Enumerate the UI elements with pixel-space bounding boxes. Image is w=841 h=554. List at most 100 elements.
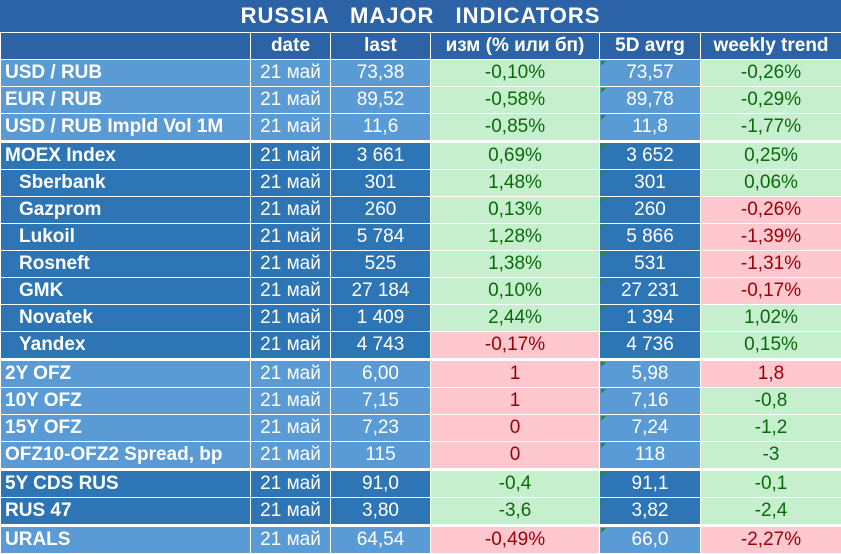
row-name: 2Y OFZ bbox=[1, 360, 251, 388]
header-weekly-trend: weekly trend bbox=[701, 33, 841, 60]
row-name: RUS 47 bbox=[1, 498, 251, 526]
row-last: 91,0 bbox=[331, 470, 431, 498]
row-weekly-trend: -1,2 bbox=[701, 415, 841, 442]
row-last: 7,23 bbox=[331, 415, 431, 442]
row-date: 21 май bbox=[251, 470, 331, 498]
row-date: 21 май bbox=[251, 442, 331, 470]
row-name: OFZ10-OFZ2 Spread, bp bbox=[1, 442, 251, 470]
row-last: 27 184 bbox=[331, 278, 431, 305]
header-row: date last изм (% или бп) 5D avrg weekly … bbox=[1, 33, 841, 60]
row-name: Yandex bbox=[1, 332, 251, 360]
row-last: 11,6 bbox=[331, 114, 431, 142]
row-change: -0,17% bbox=[431, 332, 600, 360]
row-name: URALS bbox=[1, 526, 251, 554]
row-date: 21 май bbox=[251, 60, 331, 87]
row-weekly-trend: -3 bbox=[701, 442, 841, 470]
row-5d-avg: 4 736 bbox=[600, 332, 701, 360]
row-date: 21 май bbox=[251, 332, 331, 360]
sheet-title: RUSSIA MAJOR INDICATORS bbox=[0, 0, 841, 32]
row-last: 73,38 bbox=[331, 60, 431, 87]
row-date: 21 май bbox=[251, 114, 331, 142]
row-name: MOEX Index bbox=[1, 142, 251, 170]
row-5d-avg: 91,1 bbox=[600, 470, 701, 498]
row-change: 0,69% bbox=[431, 142, 600, 170]
row-last: 6,00 bbox=[331, 360, 431, 388]
row-last: 3 661 bbox=[331, 142, 431, 170]
row-5d-avg: 66,0 bbox=[600, 526, 701, 554]
row-last: 64,54 bbox=[331, 526, 431, 554]
header-change: изм (% или бп) bbox=[431, 33, 600, 60]
row-weekly-trend: 1,02% bbox=[701, 305, 841, 332]
indicators-table: date last изм (% или бп) 5D avrg weekly … bbox=[0, 32, 841, 554]
row-name: USD / RUB bbox=[1, 60, 251, 87]
row-change: -0,10% bbox=[431, 60, 600, 87]
row-weekly-trend: -0,26% bbox=[701, 60, 841, 87]
row-weekly-trend: -2,27% bbox=[701, 526, 841, 554]
row-last: 5 784 bbox=[331, 224, 431, 251]
row-weekly-trend: -0,26% bbox=[701, 197, 841, 224]
row-date: 21 май bbox=[251, 526, 331, 554]
row-change: -3,6 bbox=[431, 498, 600, 526]
row-change: 1,38% bbox=[431, 251, 600, 278]
row-5d-avg: 531 bbox=[600, 251, 701, 278]
row-name: 10Y OFZ bbox=[1, 388, 251, 415]
row-5d-avg: 73,57 bbox=[600, 60, 701, 87]
row-change: 2,44% bbox=[431, 305, 600, 332]
row-date: 21 май bbox=[251, 251, 331, 278]
row-last: 525 bbox=[331, 251, 431, 278]
row-weekly-trend: -2,4 bbox=[701, 498, 841, 526]
row-last: 115 bbox=[331, 442, 431, 470]
header-name bbox=[1, 33, 251, 60]
row-5d-avg: 5 866 bbox=[600, 224, 701, 251]
row-name: EUR / RUB bbox=[1, 87, 251, 114]
row-5d-avg: 89,78 bbox=[600, 87, 701, 114]
row-weekly-trend: -1,31% bbox=[701, 251, 841, 278]
row-date: 21 май bbox=[251, 224, 331, 251]
row-date: 21 май bbox=[251, 170, 331, 197]
row-5d-avg: 27 231 bbox=[600, 278, 701, 305]
row-5d-avg: 7,16 bbox=[600, 388, 701, 415]
row-last: 1 409 bbox=[331, 305, 431, 332]
row-weekly-trend: 0,15% bbox=[701, 332, 841, 360]
row-date: 21 май bbox=[251, 305, 331, 332]
row-weekly-trend: -0,29% bbox=[701, 87, 841, 114]
row-last: 4 743 bbox=[331, 332, 431, 360]
row-5d-avg: 301 bbox=[600, 170, 701, 197]
row-weekly-trend: -0,17% bbox=[701, 278, 841, 305]
row-change: 1,28% bbox=[431, 224, 600, 251]
row-5d-avg: 1 394 bbox=[600, 305, 701, 332]
row-name: 5Y CDS RUS bbox=[1, 470, 251, 498]
row-change: 1 bbox=[431, 360, 600, 388]
row-5d-avg: 5,98 bbox=[600, 360, 701, 388]
row-date: 21 май bbox=[251, 360, 331, 388]
row-5d-avg: 11,8 bbox=[600, 114, 701, 142]
row-name: Rosneft bbox=[1, 251, 251, 278]
row-change: -0,49% bbox=[431, 526, 600, 554]
row-last: 3,80 bbox=[331, 498, 431, 526]
row-change: 1 bbox=[431, 388, 600, 415]
row-date: 21 май bbox=[251, 388, 331, 415]
row-name: USD / RUB Impld Vol 1M bbox=[1, 114, 251, 142]
row-change: 0 bbox=[431, 415, 600, 442]
row-last: 260 bbox=[331, 197, 431, 224]
row-name: Gazprom bbox=[1, 197, 251, 224]
row-date: 21 май bbox=[251, 142, 331, 170]
row-last: 7,15 bbox=[331, 388, 431, 415]
row-date: 21 май bbox=[251, 197, 331, 224]
row-change: 0 bbox=[431, 442, 600, 470]
row-weekly-trend: -0,1 bbox=[701, 470, 841, 498]
row-5d-avg: 7,24 bbox=[600, 415, 701, 442]
